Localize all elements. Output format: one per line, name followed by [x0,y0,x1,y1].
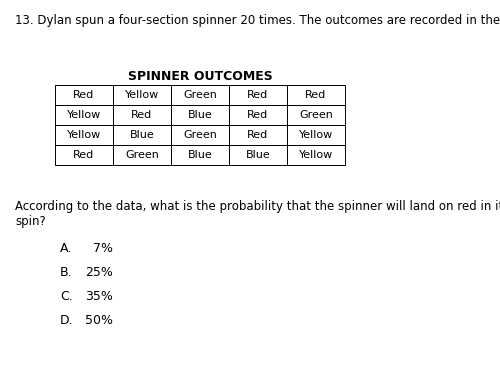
Text: 25%: 25% [85,266,113,279]
Text: C.: C. [60,290,73,303]
Bar [287,105,345,125]
Text: D.: D. [60,314,74,327]
Bar [55,105,113,125]
Text: Red: Red [74,90,94,100]
Bar [229,125,287,145]
Bar [113,105,171,125]
Text: A.: A. [60,242,72,255]
Bar [113,85,171,105]
Bar [287,85,345,105]
Bar [287,145,345,165]
Text: Yellow: Yellow [67,130,101,140]
Text: Yellow: Yellow [67,110,101,120]
Bar [171,125,229,145]
Text: Blue: Blue [130,130,154,140]
Text: Green: Green [183,90,217,100]
Text: B.: B. [60,266,72,279]
Text: Blue: Blue [188,110,212,120]
Text: Yellow: Yellow [299,150,333,160]
Text: Red: Red [306,90,326,100]
Text: Yellow: Yellow [299,130,333,140]
Text: 35%: 35% [85,290,113,303]
Bar [55,125,113,145]
Bar [55,145,113,165]
Text: Red: Red [248,110,268,120]
Text: Green: Green [125,150,159,160]
Bar [171,85,229,105]
Bar [229,105,287,125]
Text: SPINNER OUTCOMES: SPINNER OUTCOMES [128,70,272,83]
Bar [287,125,345,145]
Bar [171,145,229,165]
Text: According to the data, what is the probability that the spinner will land on red: According to the data, what is the proba… [15,200,500,228]
Text: Yellow: Yellow [125,90,159,100]
Bar [55,85,113,105]
Bar [171,105,229,125]
Bar [229,145,287,165]
Text: Green: Green [299,110,333,120]
Text: Blue: Blue [188,150,212,160]
Text: 50%: 50% [85,314,113,327]
Text: Red: Red [132,110,152,120]
Text: Green: Green [183,130,217,140]
Text: 7%: 7% [85,242,113,255]
Text: Blue: Blue [246,150,270,160]
Bar [229,85,287,105]
Text: Red: Red [248,90,268,100]
Text: 13. Dylan spun a four-section spinner 20 times. The outcomes are recorded in the: 13. Dylan spun a four-section spinner 20… [15,14,500,27]
Bar [113,125,171,145]
Text: Red: Red [74,150,94,160]
Text: Red: Red [248,130,268,140]
Bar [113,145,171,165]
